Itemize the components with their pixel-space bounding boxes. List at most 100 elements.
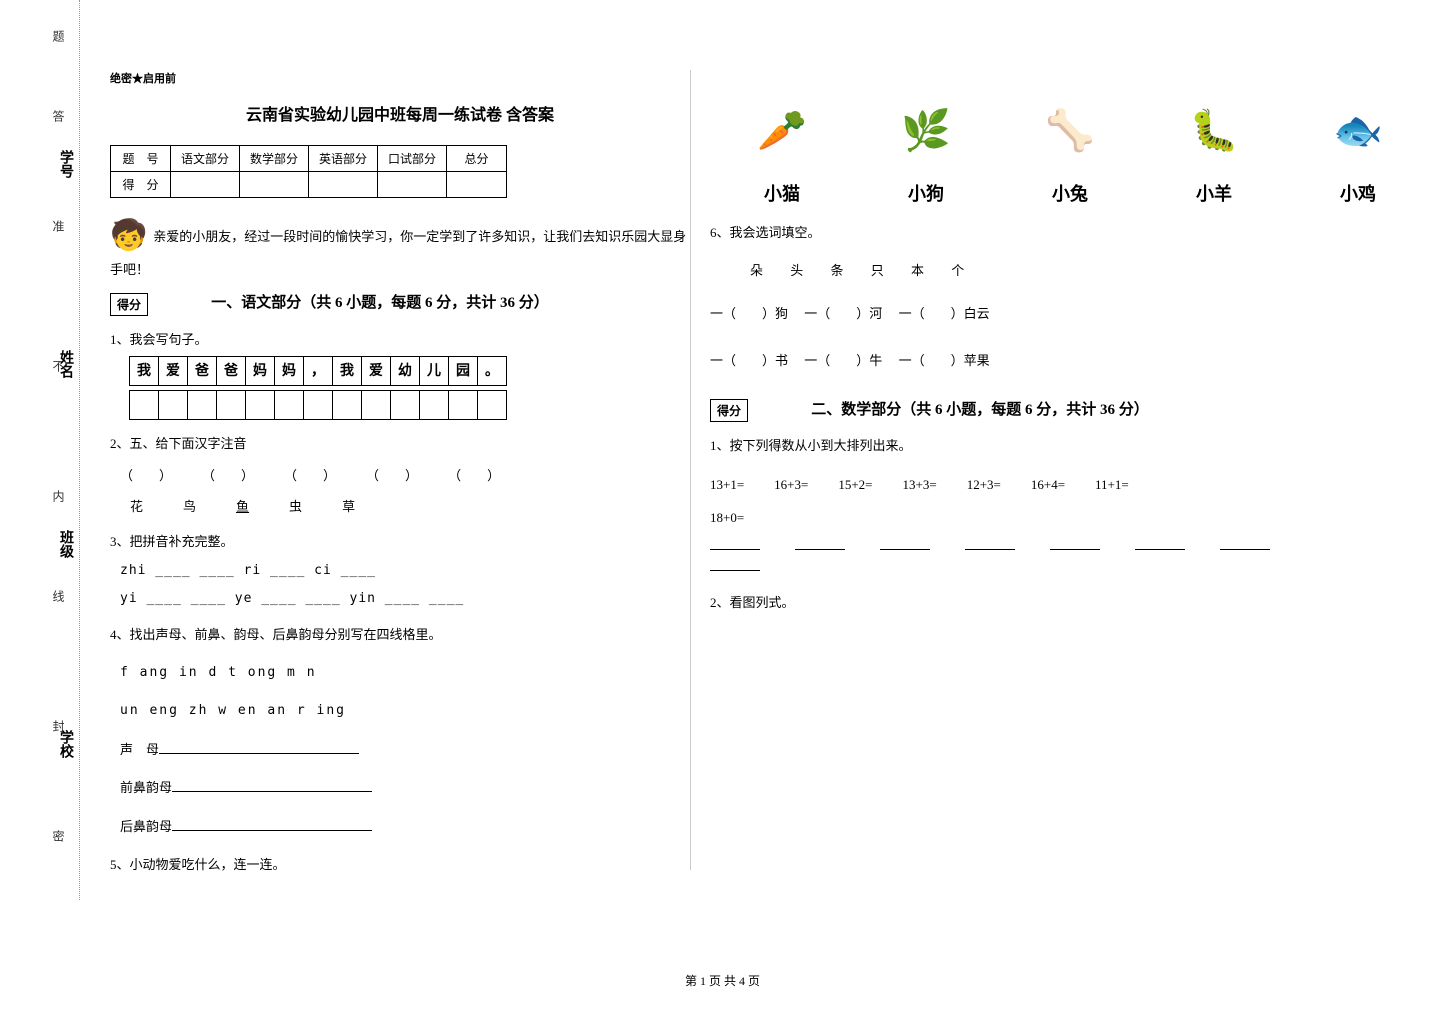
answer-blank[interactable] <box>1050 549 1100 550</box>
empty-box[interactable] <box>245 390 275 420</box>
intro-block: 🧒 亲爱的小朋友，经过一段时间的愉快学习，你一定学到了许多知识，让我们去知识乐园… <box>110 218 690 281</box>
th: 数学部分 <box>240 146 309 172</box>
q4-prompt: 4、找出声母、前鼻、韵母、后鼻韵母分别写在四线格里。 <box>110 623 690 646</box>
empty-box[interactable] <box>129 390 159 420</box>
score-box: 得分 <box>110 293 148 316</box>
score-box: 得分 <box>710 399 748 422</box>
question-1: 1、我会写句子。 我 爱 爸 爸 妈 妈 ， 我 爱 幼 儿 园 。 <box>110 328 690 420</box>
answer-blank[interactable] <box>710 570 760 571</box>
blank-item: 一（ ）苹果 <box>899 353 990 368</box>
confidential-note: 绝密★启用前 <box>110 70 690 86</box>
answer-blank[interactable] <box>1135 549 1185 550</box>
blank-line[interactable] <box>172 817 372 831</box>
pinyin-line: yi ____ ____ ye ____ ____ yin ____ ____ <box>120 587 680 610</box>
table-row: 题 号 语文部分 数学部分 英语部分 口试部分 总分 <box>111 146 507 172</box>
table-row: 得 分 <box>111 172 507 198</box>
empty-box[interactable] <box>158 390 188 420</box>
char-box: 妈 <box>245 356 275 386</box>
label: 后鼻韵母 <box>120 819 172 834</box>
animal-image-row: 🥕 🌿 🦴 🐛 🐟 <box>710 100 1430 160</box>
td <box>378 172 447 198</box>
phonetic-row: un eng zh w en an r ing <box>120 699 680 722</box>
blank-item: 一（ ）狗 <box>710 306 788 321</box>
question-4: 4、找出声母、前鼻、韵母、后鼻韵母分别写在四线格里。 f ang in d t … <box>110 623 690 838</box>
blank-item: 一（ ）牛 <box>804 353 882 368</box>
empty-box[interactable] <box>477 390 507 420</box>
mq2-prompt: 2、看图列式。 <box>710 591 1430 614</box>
math-problem: 12+3= <box>967 473 1001 496</box>
answer-blank[interactable] <box>880 549 930 550</box>
char: 花 <box>130 495 143 518</box>
char-box: 儿 <box>419 356 449 386</box>
char: 鱼 <box>236 495 249 518</box>
right-column: 🥕 🌿 🦴 🐛 🐟 小猫 小狗 小兔 小羊 小鸡 6、我会选词填空。 朵 头 条… <box>710 80 1430 627</box>
char-box: 我 <box>129 356 159 386</box>
empty-box[interactable] <box>448 390 478 420</box>
label: 前鼻韵母 <box>120 780 172 795</box>
seal-text: 密 <box>50 830 67 842</box>
math-problem: 13+3= <box>903 473 937 496</box>
char: 鸟 <box>183 495 196 518</box>
char-box: 幼 <box>390 356 420 386</box>
math-problem: 16+3= <box>774 473 808 496</box>
paren: （ ） <box>448 464 500 487</box>
empty-box[interactable] <box>419 390 449 420</box>
q3-prompt: 3、把拼音补充完整。 <box>110 530 690 553</box>
th: 总分 <box>447 146 507 172</box>
th: 英语部分 <box>309 146 378 172</box>
char-box: 园 <box>448 356 478 386</box>
page-footer: 第 1 页 共 4 页 <box>0 972 1445 989</box>
td <box>447 172 507 198</box>
empty-box[interactable] <box>216 390 246 420</box>
answer-blank[interactable] <box>710 549 760 550</box>
td <box>309 172 378 198</box>
answer-blank[interactable] <box>795 549 845 550</box>
q2-prompt: 2、五、给下面汉字注音 <box>110 432 690 455</box>
paren: （ ） <box>284 464 336 487</box>
th: 题 号 <box>111 146 171 172</box>
name-label: 姓名 <box>55 350 75 378</box>
empty-box[interactable] <box>274 390 304 420</box>
math-problem: 18+0= <box>710 506 744 529</box>
phonetic-row: f ang in d t ong m n <box>120 661 680 684</box>
exam-title: 云南省实验幼儿园中班每周一练试卷 含答案 <box>110 101 690 125</box>
score-table: 题 号 语文部分 数学部分 英语部分 口试部分 总分 得 分 <box>110 145 507 198</box>
empty-box[interactable] <box>187 390 217 420</box>
column-divider <box>690 70 691 870</box>
seal-text: 线 <box>50 590 67 602</box>
char-box: 爸 <box>216 356 246 386</box>
seal-text: 答 <box>50 110 67 122</box>
chinese-section-title: 一、语文部分（共 6 小题，每题 6 分，共计 36 分） <box>211 295 549 311</box>
char: 草 <box>342 495 355 518</box>
animal-names-row: 小猫 小狗 小兔 小羊 小鸡 <box>710 180 1430 206</box>
grass-icon: 🌿 <box>886 100 966 160</box>
blank-line[interactable] <box>159 740 359 754</box>
answer-blank[interactable] <box>1220 549 1270 550</box>
animal-name: 小狗 <box>908 180 944 206</box>
answer-blank[interactable] <box>965 549 1015 550</box>
char-box: 爱 <box>361 356 391 386</box>
td: 得 分 <box>111 172 171 198</box>
char-box: 爸 <box>187 356 217 386</box>
empty-box[interactable] <box>390 390 420 420</box>
bone-icon: 🦴 <box>1030 100 1110 160</box>
blank-line[interactable] <box>172 778 372 792</box>
question-5: 5、小动物爱吃什么，连一连。 <box>110 853 690 876</box>
blank-item: 一（ ）书 <box>710 353 788 368</box>
intro-text: 亲爱的小朋友，经过一段时间的愉快学习，你一定学到了许多知识，让我们去知识乐园大显… <box>110 229 686 277</box>
animal-name: 小猫 <box>764 180 800 206</box>
pinyin-line: zhi ____ ____ ri ____ ci ____ <box>120 559 680 582</box>
th: 语文部分 <box>171 146 240 172</box>
math-problem: 13+1= <box>710 473 744 496</box>
q5-prompt: 5、小动物爱吃什么，连一连。 <box>110 853 690 876</box>
math-q1: 1、按下列得数从小到大排列出来。 13+1= 16+3= 15+2= 13+3=… <box>710 434 1430 571</box>
seal-sidebar: 题 答 准 不 内 线 封 密 <box>40 0 80 900</box>
school-label: 学校 <box>55 730 75 758</box>
empty-box[interactable] <box>332 390 362 420</box>
empty-box[interactable] <box>361 390 391 420</box>
char-box: 爱 <box>158 356 188 386</box>
fish-icon: 🐟 <box>1318 100 1398 160</box>
q6-prompt: 6、我会选词填空。 <box>710 221 1430 244</box>
empty-box[interactable] <box>303 390 333 420</box>
char: 虫 <box>289 495 302 518</box>
